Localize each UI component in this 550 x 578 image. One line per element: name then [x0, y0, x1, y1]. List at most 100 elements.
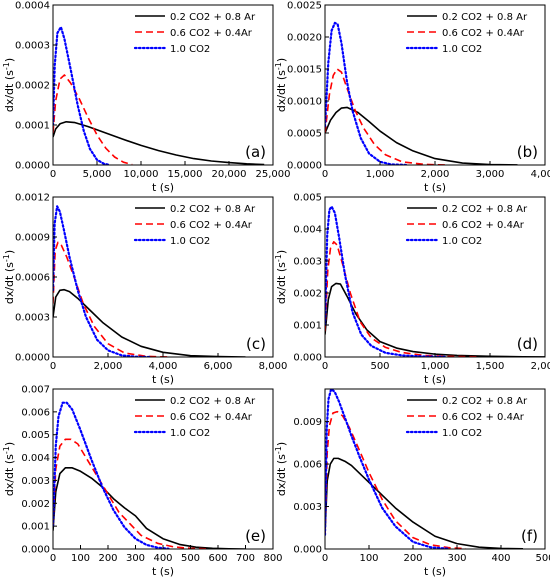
chart-panel: 0 2,000 4,000 6,000 8,000 0.0000 0.0003 0.0006 0…: [2, 193, 287, 387]
y-tick-label: 0.003: [293, 257, 322, 268]
series-line: [53, 401, 170, 549]
y-tick-label: 0.004: [293, 225, 322, 236]
y-tick-label: 0.0020: [287, 33, 322, 44]
y-axis-label: dx/dt (s-1): [274, 250, 288, 304]
y-tick-label: 0.0000: [287, 161, 322, 172]
y-tick-label: 0.003: [21, 476, 50, 487]
panel-letter: (b): [517, 143, 538, 161]
y-tick-label: 0.0010: [287, 97, 322, 108]
x-tick-label: 0: [50, 361, 56, 372]
legend-entry: 0.6 CO2 + 0.4Ar: [170, 412, 253, 423]
series-line: [325, 457, 524, 549]
y-tick-label: 0.001: [293, 321, 322, 332]
legend-entry: 0.6 CO2 + 0.4Ar: [170, 28, 253, 39]
panel-letter: (a): [245, 143, 266, 161]
legend-entry: 0.6 CO2 + 0.4Ar: [442, 412, 525, 423]
panel-letter: (f): [521, 527, 538, 545]
x-tick-label: 5,000: [83, 169, 112, 180]
y-axis-label: dx/dt (s-1): [274, 442, 288, 496]
x-tick-label: 0: [50, 553, 56, 564]
y-axis-label: dx/dt (s-1): [2, 442, 16, 496]
y-tick-label: 0.002: [21, 499, 50, 510]
y-tick-label: 0.0025: [287, 1, 322, 12]
y-axis-label: dx/dt (s-1): [2, 250, 16, 304]
x-tick-label: 2,000: [421, 169, 450, 180]
series-line: [53, 25, 112, 165]
legend-entry: 0.2 CO2 + 0.8 Ar: [170, 204, 256, 215]
x-axis-label: t (s): [152, 373, 174, 386]
y-tick-label: 0.006: [21, 407, 50, 418]
y-axis-label: dx/dt (s-1): [274, 58, 288, 112]
y-tick-label: 0.005: [293, 193, 322, 204]
legend-entry: 0.2 CO2 + 0.8 Ar: [170, 12, 256, 23]
x-tick-label: 2,000: [531, 361, 550, 372]
x-tick-label: 400: [491, 553, 510, 564]
legend: 0.2 CO2 + 0.8 Ar 0.6 CO2 + 0.4Ar 1.0 CO2: [405, 204, 528, 247]
y-tick-label: 0.000: [21, 545, 50, 556]
x-tick-label: 500: [181, 553, 200, 564]
y-tick-label: 0.0002: [15, 81, 50, 92]
series-line: [53, 121, 265, 165]
chart-panel: 0 5,000 10,000 15,000 20,000 25,000 0.0000 0.00…: [2, 1, 291, 195]
y-tick-label: 0.000: [293, 353, 322, 364]
x-tick-label: 1,000: [421, 361, 450, 372]
x-tick-label: 0: [322, 169, 328, 180]
x-tick-label: 100: [71, 553, 90, 564]
y-tick-label: 0.0012: [15, 193, 50, 204]
y-tick-label: 0.0005: [287, 129, 322, 140]
x-tick-label: 300: [447, 553, 466, 564]
legend-entry: 1.0 CO2: [442, 236, 482, 247]
x-tick-label: 4,000: [149, 361, 178, 372]
x-axis-label: t (s): [424, 181, 446, 194]
legend-entry: 0.6 CO2 + 0.4Ar: [442, 220, 525, 231]
x-tick-label: 600: [208, 553, 227, 564]
legend: 0.2 CO2 + 0.8 Ar 0.6 CO2 + 0.4Ar 1.0 CO2: [133, 204, 256, 247]
series-line: [53, 74, 133, 165]
y-tick-label: 0.001: [21, 522, 50, 533]
x-tick-label: 100: [359, 553, 378, 564]
x-tick-label: 0: [322, 553, 328, 564]
x-tick-label: 25,000: [256, 169, 291, 180]
y-tick-label: 0.0003: [15, 41, 50, 52]
series-line: [325, 205, 448, 357]
x-axis-label: t (s): [152, 565, 174, 578]
series-line: [325, 68, 447, 165]
legend: 0.2 CO2 + 0.8 Ar 0.6 CO2 + 0.4Ar 1.0 CO2: [405, 12, 528, 55]
x-tick-label: 20,000: [212, 169, 247, 180]
x-tick-label: 200: [98, 553, 117, 564]
x-tick-label: 0: [50, 169, 56, 180]
series-line: [325, 410, 466, 549]
x-tick-label: 500: [370, 361, 389, 372]
y-tick-label: 0.0003: [15, 313, 50, 324]
chart-panel: 0 100 200 300 400 500 600 700 800 0.000 0.001 0.002…: [2, 385, 283, 578]
y-tick-label: 0.007: [21, 385, 50, 396]
x-tick-label: 2,000: [94, 361, 123, 372]
x-tick-label: 0: [322, 361, 328, 372]
chart-panel: 0 1,000 2,000 3,000 4,000 0.0000 0.0005 0.0010 0…: [274, 1, 550, 195]
chart-panel: 0 500 1,000 1,500 2,000 0.000 0.001 0.002 0.003 0…: [274, 193, 550, 387]
y-tick-label: 0.005: [21, 430, 50, 441]
chart-panel: 0 100 200 300 400 500 0.000 0.003 0.006 0.009 t (s…: [274, 388, 550, 578]
series-line: [325, 389, 450, 549]
y-tick-label: 0.002: [293, 289, 322, 300]
y-tick-label: 0.0009: [15, 233, 50, 244]
series-line: [325, 282, 545, 357]
x-tick-label: 1,500: [476, 361, 505, 372]
series-line: [53, 467, 246, 549]
panel-letter: (d): [517, 335, 538, 353]
legend-entry: 0.6 CO2 + 0.4Ar: [170, 220, 253, 231]
legend-entry: 1.0 CO2: [170, 428, 210, 439]
x-tick-label: 800: [263, 553, 282, 564]
x-tick-label: 300: [126, 553, 145, 564]
x-tick-label: 8,000: [259, 361, 288, 372]
x-tick-label: 700: [236, 553, 255, 564]
y-tick-label: 0.000: [293, 545, 322, 556]
y-tick-label: 0.009: [293, 417, 322, 428]
panel-letter: (e): [245, 527, 266, 545]
y-tick-label: 0.0000: [15, 353, 50, 364]
x-tick-label: 15,000: [168, 169, 203, 180]
plot-frame: [324, 388, 546, 550]
y-tick-label: 0.0015: [287, 65, 322, 76]
y-tick-label: 0.0001: [15, 121, 50, 132]
